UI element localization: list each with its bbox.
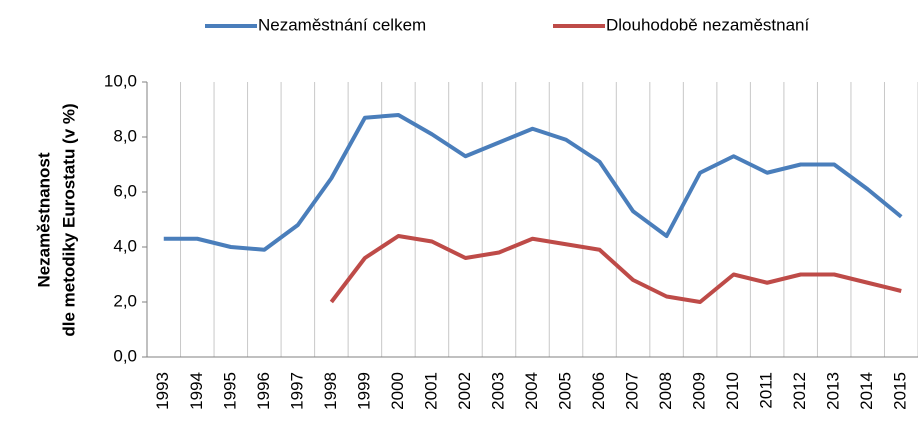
x-tick-label: 1995 <box>220 372 239 410</box>
series-line <box>163 113 903 252</box>
y-tick-label: 0,0 <box>113 346 137 365</box>
y-tick-label: 8,0 <box>113 126 137 145</box>
x-tick-label: 1993 <box>153 372 172 410</box>
x-tick-label: 2000 <box>388 372 407 410</box>
x-tick-label: 2001 <box>421 372 440 410</box>
x-tick-label: 1994 <box>187 372 206 410</box>
legend-label: Dlouhodobě nezaměstnaní <box>606 15 809 34</box>
x-tick-label: 2005 <box>556 372 575 410</box>
x-tick-label: 2013 <box>824 372 843 410</box>
x-tick-label: 1996 <box>254 372 273 410</box>
x-tick-label: 2010 <box>723 372 742 410</box>
x-tick-label: 2009 <box>690 372 709 410</box>
x-tick-label: 2014 <box>857 372 876 410</box>
x-tick-label: 2011 <box>757 372 776 409</box>
series-line <box>329 234 902 304</box>
x-tick-label: 1998 <box>321 372 340 410</box>
y-tick-label: 2,0 <box>113 291 137 310</box>
x-tick-label: 2003 <box>488 372 507 410</box>
x-tick-label: 2002 <box>455 372 474 410</box>
y-tick-label: 6,0 <box>113 181 137 200</box>
x-tick-label: 2015 <box>891 372 910 410</box>
x-tick-label: 2008 <box>656 372 675 410</box>
x-tick-label: 2007 <box>623 372 642 410</box>
y-tick-label: 4,0 <box>113 236 137 255</box>
x-tick-label: 1997 <box>287 372 306 410</box>
legend-label: Nezaměstnání celkem <box>258 15 426 34</box>
x-tick-label: 1999 <box>354 372 373 410</box>
x-tick-label: 2004 <box>522 372 541 410</box>
y-tick-label: 10,0 <box>104 71 137 90</box>
x-tick-label: 2012 <box>790 372 809 410</box>
x-tick-label: 2006 <box>589 372 608 410</box>
y-axis-label: Nezaměstnanost <box>34 152 53 287</box>
y-axis-label: dle metodiky Eurostatu (v %) <box>59 103 78 336</box>
